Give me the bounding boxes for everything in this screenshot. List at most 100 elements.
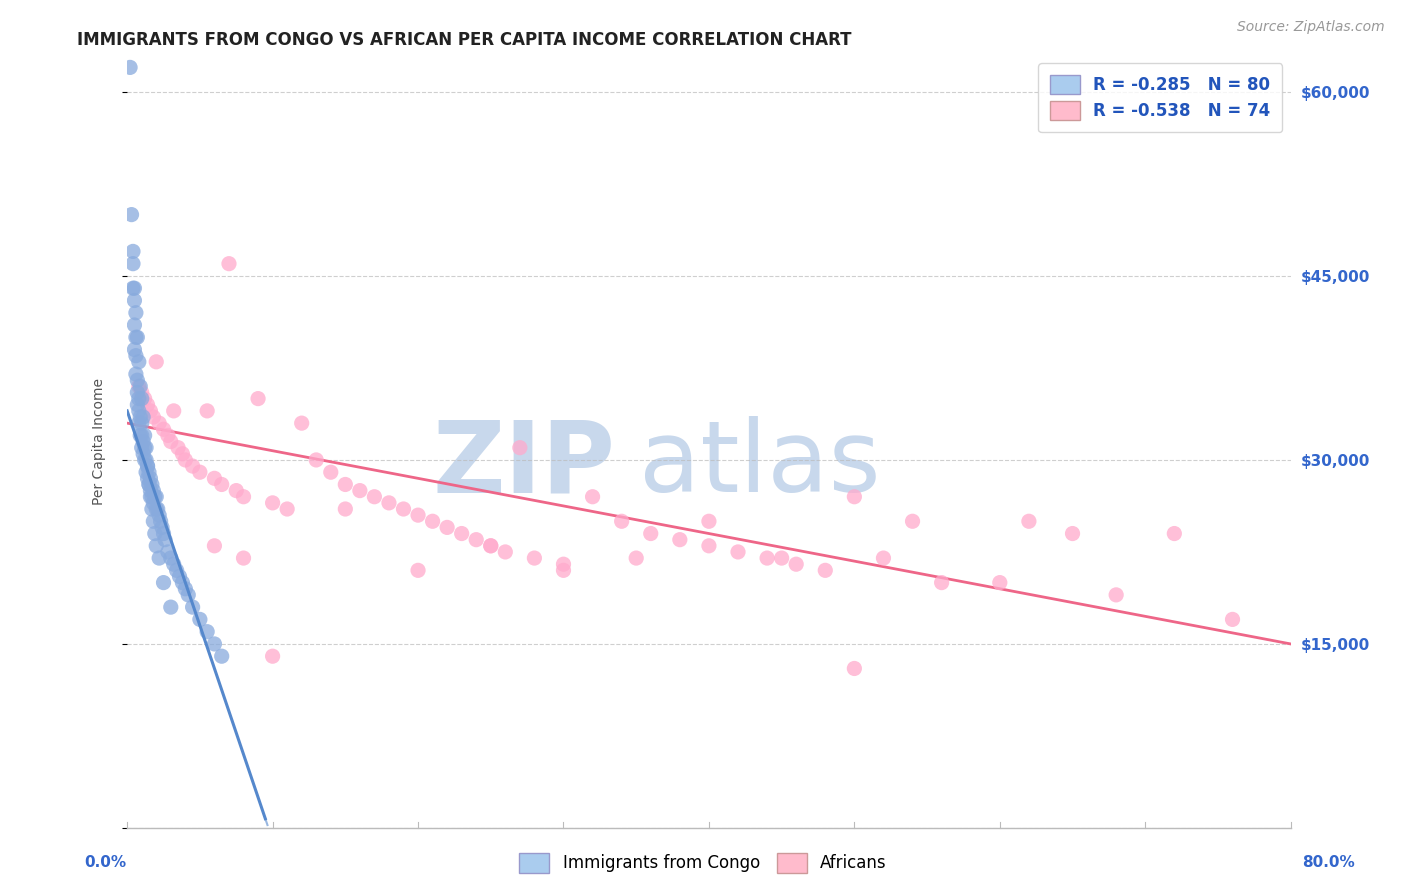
Point — [129, 379, 152, 393]
Point — [156, 428, 179, 442]
Point — [146, 502, 169, 516]
Point — [152, 526, 174, 541]
Point — [406, 508, 429, 523]
Point — [163, 404, 186, 418]
Point — [128, 392, 150, 406]
Point — [335, 502, 357, 516]
Point — [138, 465, 160, 479]
Point — [145, 355, 167, 369]
Point — [232, 551, 254, 566]
Point — [988, 575, 1011, 590]
Point — [127, 373, 149, 387]
Y-axis label: Per Capita Income: Per Capita Income — [93, 378, 107, 505]
Point — [901, 514, 924, 528]
Point — [122, 244, 145, 259]
Point — [124, 343, 146, 357]
Point — [204, 539, 226, 553]
Point — [697, 539, 720, 553]
Point — [125, 367, 148, 381]
Point — [128, 416, 150, 430]
Point — [172, 447, 194, 461]
Point — [131, 392, 153, 406]
Point — [218, 257, 240, 271]
Point — [335, 477, 357, 491]
Point — [136, 459, 159, 474]
Point — [195, 404, 218, 418]
Point — [262, 649, 284, 664]
Point — [844, 661, 866, 675]
Point — [124, 281, 146, 295]
Point — [770, 551, 793, 566]
Point — [136, 398, 159, 412]
Point — [814, 563, 837, 577]
Point — [148, 551, 170, 566]
Point — [145, 490, 167, 504]
Point — [135, 441, 157, 455]
Point — [141, 477, 163, 491]
Point — [127, 330, 149, 344]
Point — [124, 293, 146, 308]
Point — [174, 453, 197, 467]
Point — [188, 465, 211, 479]
Point — [134, 453, 156, 467]
Point — [494, 545, 516, 559]
Point — [136, 471, 159, 485]
Point — [139, 483, 162, 498]
Point — [1062, 526, 1084, 541]
Point — [148, 416, 170, 430]
Point — [153, 533, 176, 547]
Point — [128, 404, 150, 418]
Point — [1105, 588, 1128, 602]
Point — [181, 459, 204, 474]
Point — [141, 490, 163, 504]
Point — [1018, 514, 1040, 528]
Legend: R = -0.285   N = 80, R = -0.538   N = 74: R = -0.285 N = 80, R = -0.538 N = 74 — [1039, 63, 1282, 132]
Point — [141, 502, 163, 516]
Point — [1163, 526, 1185, 541]
Point — [145, 539, 167, 553]
Point — [172, 575, 194, 590]
Point — [139, 404, 162, 418]
Text: IMMIGRANTS FROM CONGO VS AFRICAN PER CAPITA INCOME CORRELATION CHART: IMMIGRANTS FROM CONGO VS AFRICAN PER CAP… — [77, 31, 852, 49]
Point — [121, 208, 143, 222]
Point — [262, 496, 284, 510]
Point — [697, 514, 720, 528]
Point — [125, 330, 148, 344]
Point — [225, 483, 247, 498]
Point — [523, 551, 546, 566]
Point — [131, 441, 153, 455]
Point — [139, 471, 162, 485]
Point — [166, 563, 188, 577]
Point — [785, 558, 807, 572]
Point — [247, 392, 270, 406]
Point — [211, 477, 233, 491]
Point — [131, 428, 153, 442]
Point — [131, 385, 153, 400]
Point — [211, 649, 233, 664]
Text: Source: ZipAtlas.com: Source: ZipAtlas.com — [1237, 20, 1385, 34]
Point — [553, 563, 575, 577]
Point — [142, 514, 165, 528]
Point — [392, 502, 415, 516]
Point — [169, 569, 191, 583]
Point — [610, 514, 633, 528]
Point — [204, 471, 226, 485]
Point — [509, 441, 531, 455]
Text: 0.0%: 0.0% — [84, 855, 127, 870]
Point — [128, 355, 150, 369]
Text: 80.0%: 80.0% — [1302, 855, 1355, 870]
Point — [159, 434, 181, 449]
Point — [276, 502, 298, 516]
Point — [134, 392, 156, 406]
Point — [844, 490, 866, 504]
Point — [163, 558, 186, 572]
Point — [406, 563, 429, 577]
Point — [125, 349, 148, 363]
Point — [174, 582, 197, 596]
Point — [465, 533, 488, 547]
Point — [138, 477, 160, 491]
Point — [142, 496, 165, 510]
Point — [640, 526, 662, 541]
Point — [479, 539, 502, 553]
Point — [195, 624, 218, 639]
